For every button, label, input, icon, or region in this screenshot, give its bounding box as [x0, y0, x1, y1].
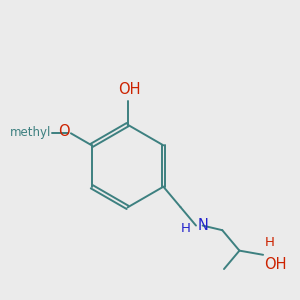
- Text: N: N: [197, 218, 208, 232]
- Text: methyl: methyl: [10, 126, 51, 139]
- Text: OH: OH: [118, 82, 140, 98]
- Text: OH: OH: [264, 257, 287, 272]
- Text: H: H: [181, 222, 191, 235]
- Text: O: O: [58, 124, 70, 140]
- Text: H: H: [264, 236, 274, 249]
